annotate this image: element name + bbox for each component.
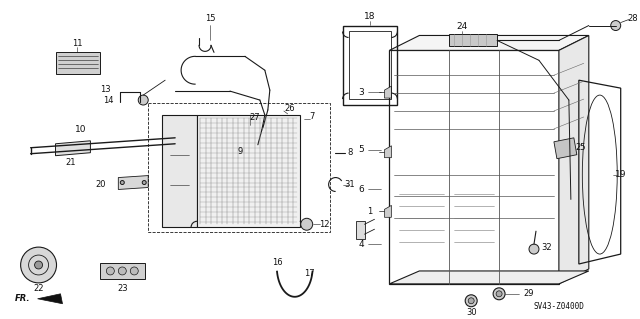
Text: 21: 21 xyxy=(65,158,76,167)
Circle shape xyxy=(493,288,505,300)
Circle shape xyxy=(131,267,138,275)
Text: 24: 24 xyxy=(456,22,468,31)
Polygon shape xyxy=(100,263,145,279)
Text: 18: 18 xyxy=(364,12,375,21)
Text: 9: 9 xyxy=(237,147,243,156)
Circle shape xyxy=(142,181,146,184)
Text: 1: 1 xyxy=(367,207,372,216)
Circle shape xyxy=(468,298,474,304)
Circle shape xyxy=(301,218,313,230)
Text: 26: 26 xyxy=(284,103,295,113)
Circle shape xyxy=(529,244,539,254)
Polygon shape xyxy=(385,86,392,98)
Polygon shape xyxy=(197,115,300,227)
Polygon shape xyxy=(56,141,90,156)
Polygon shape xyxy=(385,146,392,158)
Polygon shape xyxy=(449,34,497,46)
Polygon shape xyxy=(385,205,392,217)
Text: 7: 7 xyxy=(309,112,314,122)
Text: 28: 28 xyxy=(627,14,638,23)
Circle shape xyxy=(120,181,124,184)
Circle shape xyxy=(138,95,148,105)
Text: 19: 19 xyxy=(615,170,627,179)
Circle shape xyxy=(245,125,255,135)
Circle shape xyxy=(118,267,126,275)
Circle shape xyxy=(106,267,115,275)
Text: 13: 13 xyxy=(100,85,111,93)
Polygon shape xyxy=(162,115,197,227)
Text: 5: 5 xyxy=(358,145,364,154)
Text: 4: 4 xyxy=(359,240,364,249)
Polygon shape xyxy=(38,294,63,304)
Circle shape xyxy=(35,261,42,269)
Circle shape xyxy=(20,247,56,283)
Circle shape xyxy=(611,20,621,31)
Text: 27: 27 xyxy=(250,114,260,122)
Circle shape xyxy=(496,291,502,297)
Text: 6: 6 xyxy=(358,185,364,194)
Text: FR.: FR. xyxy=(15,294,31,303)
Text: 29: 29 xyxy=(524,289,534,298)
Text: 3: 3 xyxy=(358,88,364,97)
Text: 17: 17 xyxy=(305,270,315,278)
Polygon shape xyxy=(554,138,577,159)
Text: SV43-Z0400D: SV43-Z0400D xyxy=(534,302,585,311)
Circle shape xyxy=(465,295,477,307)
Text: 11: 11 xyxy=(72,39,83,48)
Text: 16: 16 xyxy=(273,257,283,266)
Text: 14: 14 xyxy=(103,96,113,105)
Text: 8: 8 xyxy=(347,148,352,157)
Text: 25: 25 xyxy=(575,143,586,152)
Polygon shape xyxy=(118,175,148,189)
Polygon shape xyxy=(559,35,589,284)
Polygon shape xyxy=(356,221,365,239)
Text: 10: 10 xyxy=(75,125,86,134)
Text: 12: 12 xyxy=(319,220,330,229)
Text: 22: 22 xyxy=(33,284,44,293)
Polygon shape xyxy=(56,52,100,74)
Text: 32: 32 xyxy=(541,243,552,252)
Polygon shape xyxy=(390,271,589,284)
Text: 23: 23 xyxy=(117,284,127,293)
Text: 30: 30 xyxy=(466,308,477,317)
Polygon shape xyxy=(390,35,589,50)
Text: 31: 31 xyxy=(344,180,355,189)
Text: 20: 20 xyxy=(95,180,106,189)
Text: 15: 15 xyxy=(205,14,215,23)
